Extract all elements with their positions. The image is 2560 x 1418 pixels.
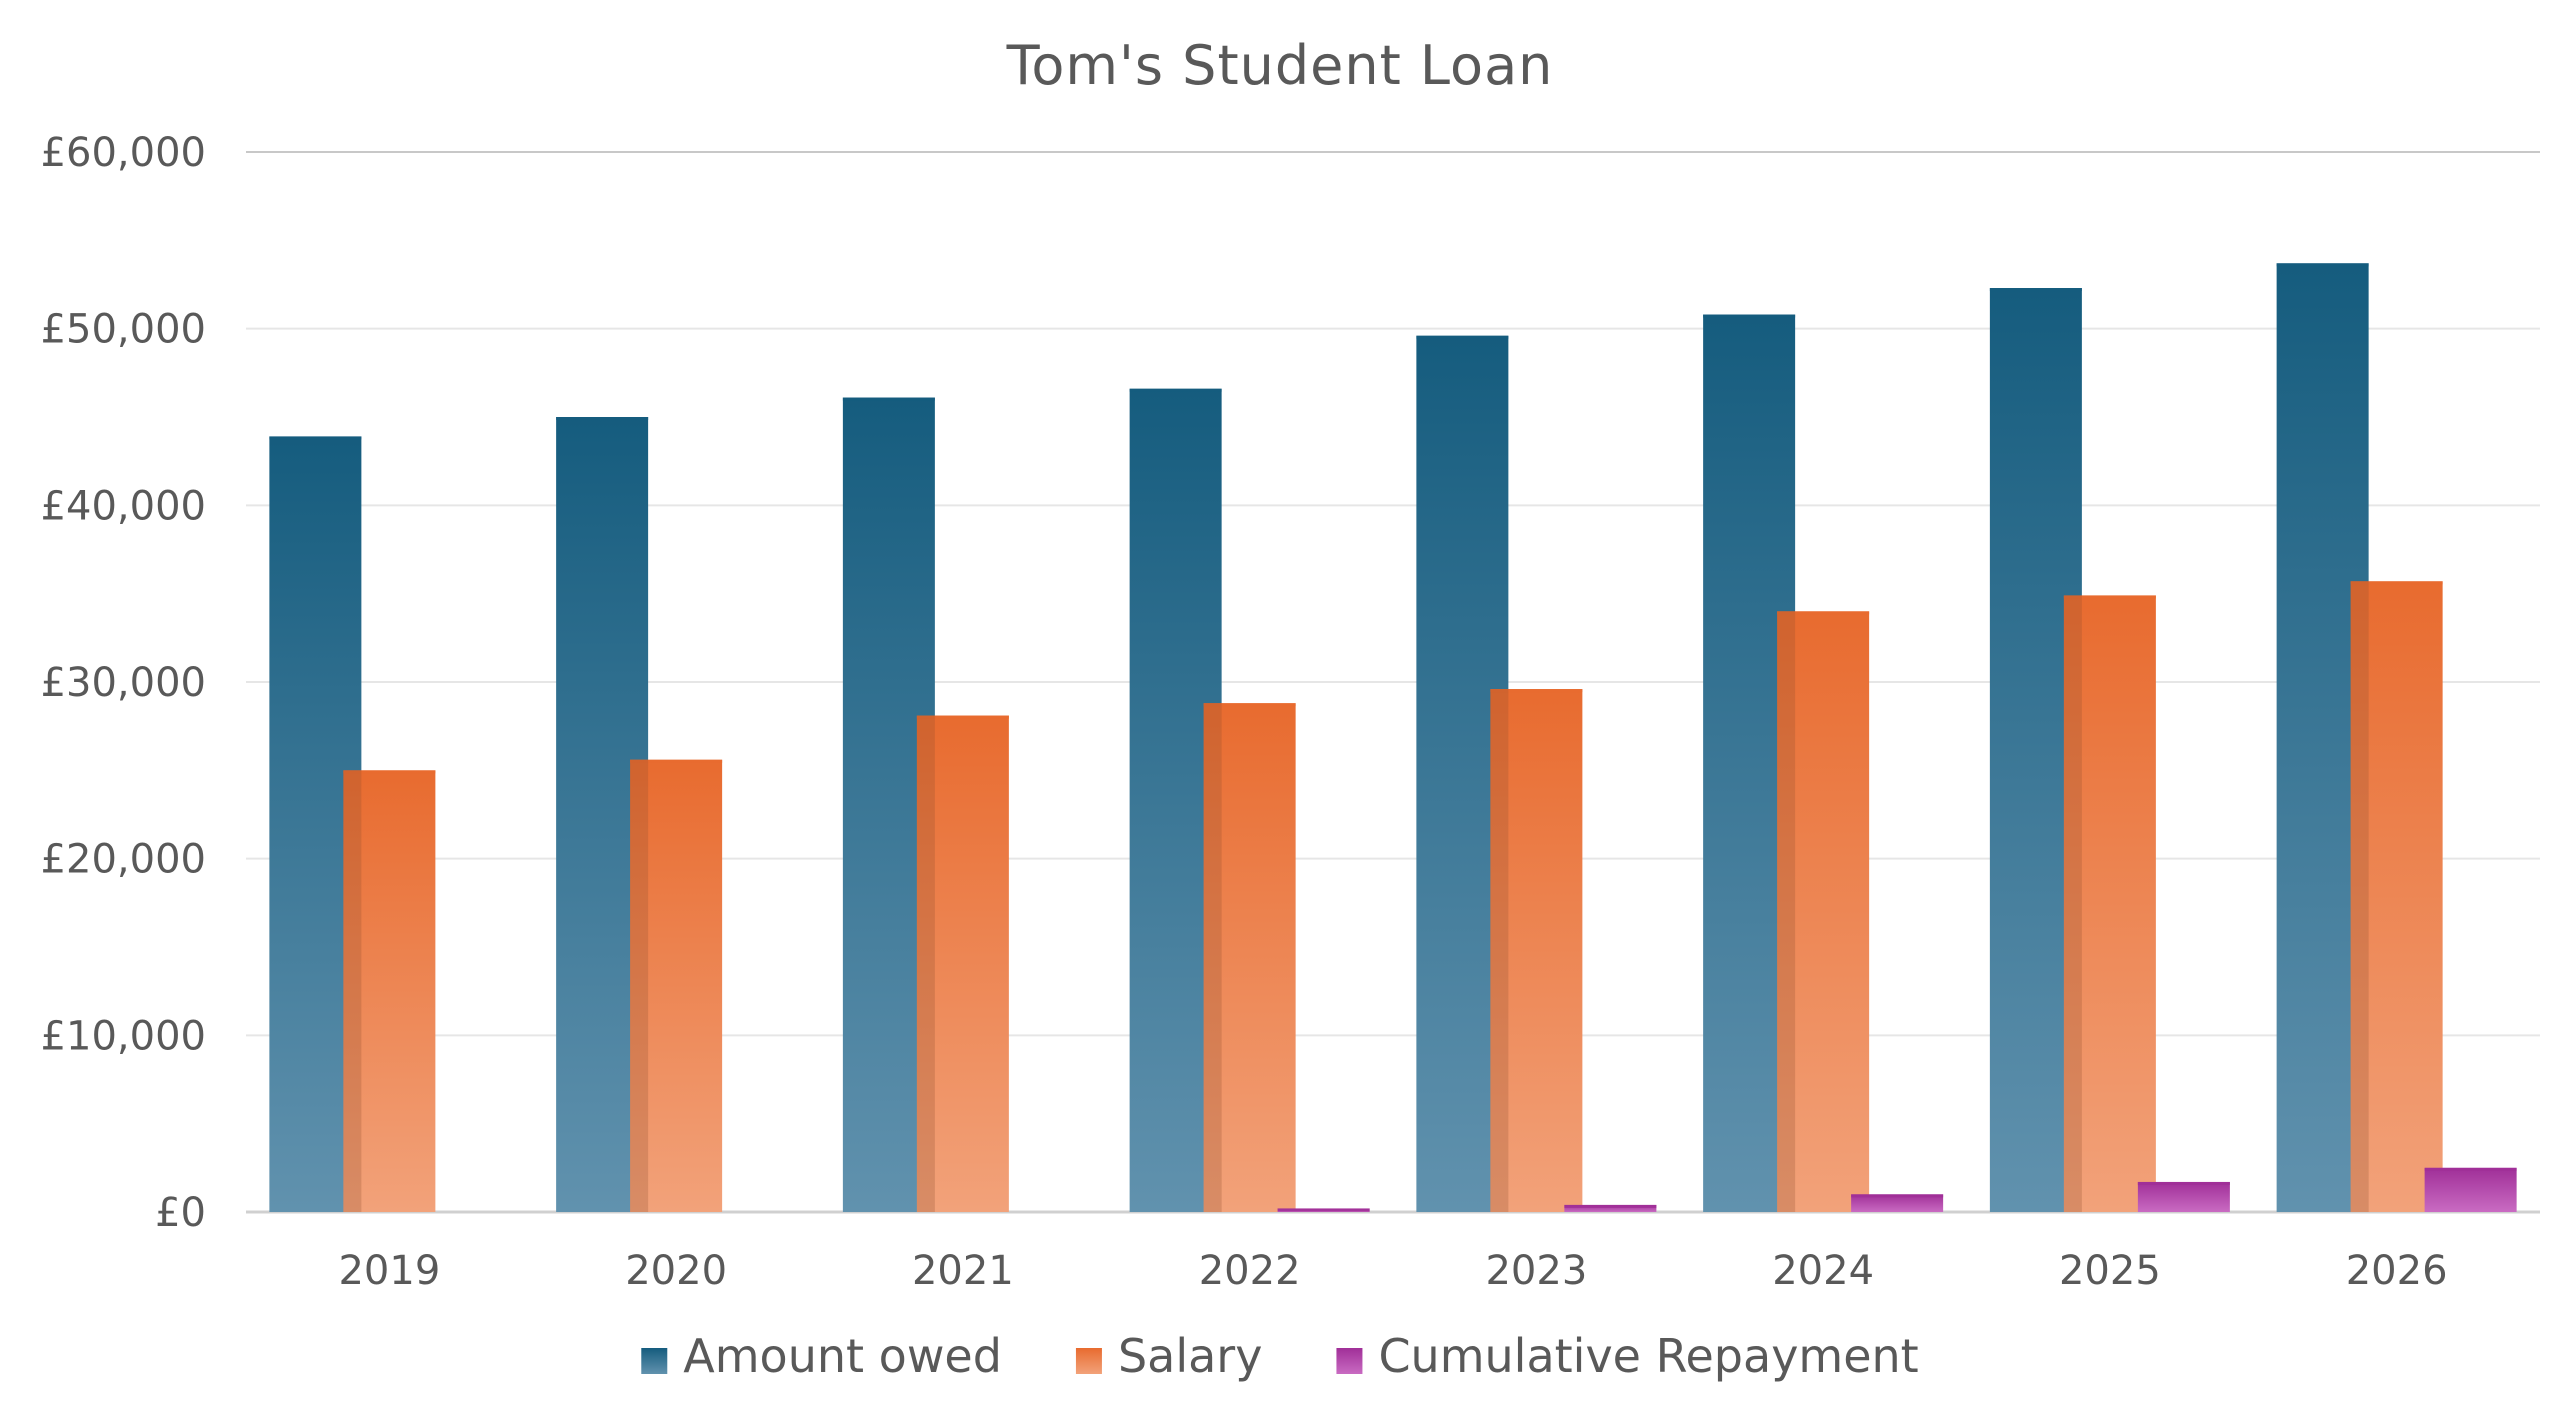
- legend: Amount owed Salary Cumulative Repayment: [641, 1329, 1919, 1383]
- chart-title: Tom's Student Loan: [1006, 34, 1554, 97]
- bar-top-edge: [1490, 689, 1583, 693]
- bar-top-edge: [1851, 1194, 1944, 1198]
- x-tick-label: 2022: [1199, 1248, 1301, 1294]
- x-tick-label: 2025: [2059, 1248, 2161, 1294]
- legend-cumulative-repayment-swatch: [1336, 1348, 1363, 1374]
- bar-top-edge: [2137, 1181, 2230, 1185]
- x-tick-label: 2024: [1772, 1248, 1874, 1294]
- y-tick-label: £10,000: [41, 1013, 206, 1059]
- bar-salary: [916, 715, 1009, 1212]
- legend-salary-label: Salary: [1118, 1329, 1263, 1383]
- bar-top-edge: [343, 770, 436, 774]
- bar-overlap-shade: [1490, 689, 1509, 1212]
- x-axis: 2019 2020 2021 2022 2023 2024 2025 2026: [338, 1248, 2447, 1294]
- bar-cumulative-repayment: [1851, 1194, 1944, 1212]
- bar-top-edge: [2350, 581, 2443, 585]
- bar-overlap-shade: [343, 770, 362, 1212]
- bar-overlap-shade: [1777, 611, 1796, 1212]
- bar-top-edge: [269, 436, 362, 440]
- bar-salary: [630, 759, 723, 1212]
- bar-top-edge: [1416, 335, 1509, 339]
- bar-salary: [2063, 595, 2156, 1212]
- bar-top-edge: [916, 715, 1009, 719]
- legend-amount-owed-swatch: [641, 1348, 668, 1374]
- legend-amount-owed-label: Amount owed: [683, 1329, 1002, 1383]
- bar-cumulative-repayment: [2137, 1181, 2230, 1212]
- y-tick-label: £50,000: [41, 307, 206, 353]
- bar-top-edge: [1277, 1208, 1370, 1212]
- bar-overlap-shade: [2063, 595, 2082, 1212]
- bar-top-edge: [1777, 611, 1870, 615]
- bar-overlap-shade: [916, 715, 935, 1212]
- x-tick-label: 2019: [338, 1248, 440, 1294]
- bar-top-edge: [1989, 288, 2082, 292]
- bar-top-edge: [1203, 703, 1296, 707]
- bar-top-edge: [1129, 388, 1222, 392]
- bar-top-edge: [2063, 595, 2156, 599]
- bar-top-edge: [842, 397, 935, 401]
- y-axis: £0 £10,000 £20,000 £30,000 £40,000 £50,000 £60…: [41, 130, 206, 1236]
- bar-top-edge: [2276, 263, 2369, 267]
- x-tick-label: 2023: [1485, 1248, 1587, 1294]
- bar-overlap-shade: [630, 759, 649, 1212]
- bar-salary: [1203, 703, 1296, 1212]
- bar-salary: [343, 770, 436, 1212]
- bar-salary: [1777, 611, 1870, 1212]
- bar-salary: [2350, 581, 2443, 1212]
- legend-salary-swatch: [1075, 1348, 1102, 1374]
- legend-cumulative-repayment-label: Cumulative Repayment: [1378, 1329, 1918, 1383]
- bar-overlap-shade: [2350, 581, 2369, 1212]
- x-tick-label: 2020: [625, 1248, 727, 1294]
- bars: [269, 263, 2517, 1213]
- y-tick-label: £0: [155, 1190, 206, 1236]
- bar-top-edge: [630, 759, 723, 763]
- bar-cumulative-repayment: [1564, 1204, 1657, 1212]
- bar-top-edge: [2424, 1167, 2517, 1171]
- bar-salary: [1490, 689, 1583, 1212]
- x-tick-label: 2021: [912, 1248, 1014, 1294]
- y-tick-label: £40,000: [41, 483, 206, 529]
- bar-top-edge: [1564, 1204, 1657, 1208]
- x-tick-label: 2026: [2346, 1248, 2448, 1294]
- bar-top-edge: [1703, 314, 1796, 318]
- bar-overlap-shade: [1203, 703, 1222, 1212]
- y-tick-label: £60,000: [41, 130, 206, 176]
- y-tick-label: £20,000: [41, 837, 206, 883]
- y-tick-label: £30,000: [41, 660, 206, 706]
- bar-top-edge: [556, 417, 649, 420]
- bar-cumulative-repayment: [2424, 1167, 2517, 1212]
